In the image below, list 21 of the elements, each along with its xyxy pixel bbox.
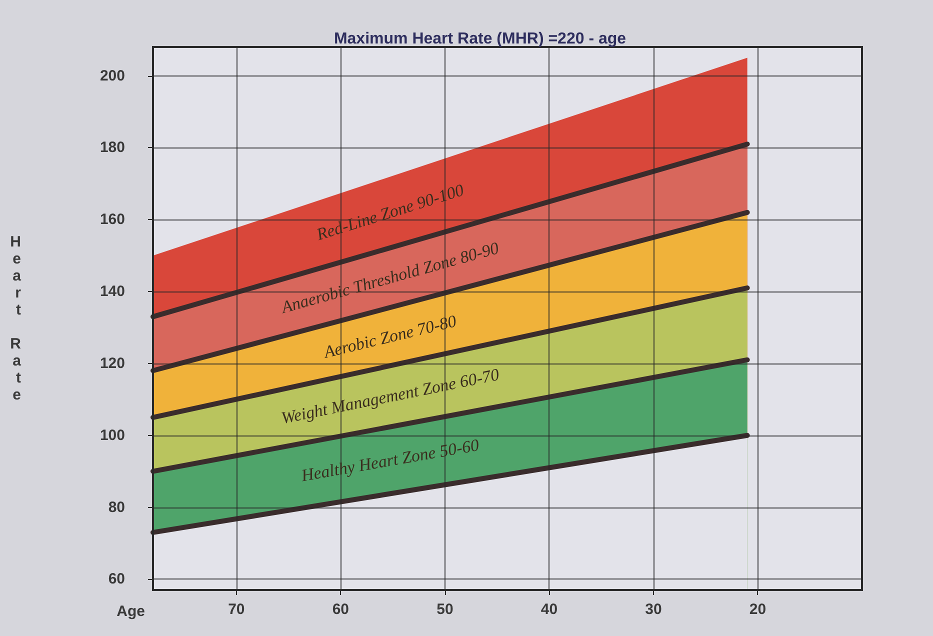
x-tick-label: 70 — [228, 601, 245, 618]
x-tick-label: 30 — [645, 601, 662, 618]
chart-title: Maximum Heart Rate (MHR) =220 - age — [334, 30, 626, 48]
series-label: Aerobic Zone 70-80 — [321, 311, 459, 362]
x-tick-label: 40 — [540, 601, 558, 618]
y-tick-label: 60 — [108, 570, 125, 588]
y-tick-label: 140 — [100, 283, 125, 300]
x-axis-title: Age — [116, 603, 145, 620]
y-tick-label: 180 — [100, 139, 125, 156]
x-tick-label: 20 — [749, 601, 766, 618]
y-tick-label: 160 — [100, 211, 125, 228]
y-tick-label: 80 — [108, 498, 125, 516]
x-tick-label: 60 — [332, 601, 350, 618]
x-tick-label: 50 — [436, 601, 454, 618]
y-tick-label: 120 — [100, 354, 125, 372]
series-label: Red-Line Zone 90-100 — [313, 180, 466, 244]
text: Heart Rate — [10, 234, 21, 404]
y-tick-label: 200 — [100, 67, 125, 84]
series-label: Healthy Heart Zone 50-60 — [298, 435, 481, 486]
y-tick-label: 100 — [100, 426, 125, 444]
series-label: Weight Management Zone 60-70 — [280, 364, 502, 428]
